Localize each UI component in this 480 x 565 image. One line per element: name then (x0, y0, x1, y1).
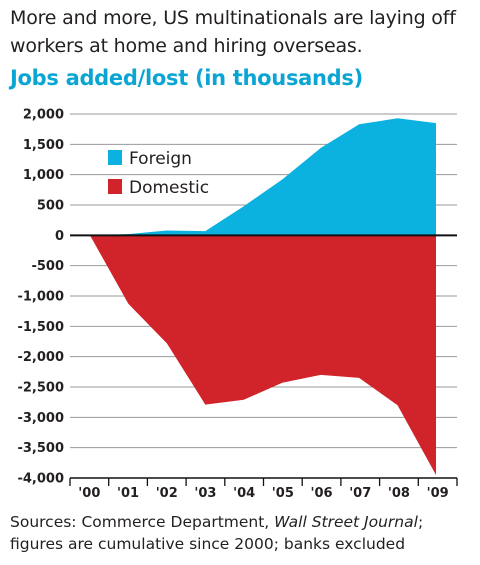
x-tick-label: '07 (349, 486, 371, 501)
foreign-legend-label: Foreign (129, 149, 192, 169)
y-tick-label: 2,000 (23, 108, 64, 123)
y-tick-label: 500 (37, 199, 64, 214)
y-tick-label: 1,000 (23, 168, 64, 183)
source-note: Sources: Commerce Department, Wall Stree… (10, 511, 472, 555)
y-tick-label: -3,000 (17, 411, 64, 426)
x-tick-label: '05 (272, 486, 294, 501)
y-tick-label: 0 (55, 229, 64, 244)
x-tick-label: '09 (427, 486, 449, 501)
y-tick-label: 1,500 (23, 138, 64, 153)
y-tick-label: -4,000 (17, 472, 64, 487)
chart-title: Jobs added/lost (in thousands) (10, 66, 363, 90)
x-tick-label: '02 (156, 486, 178, 501)
y-tick-label: -1,000 (17, 290, 64, 305)
y-tick-label: -500 (31, 259, 64, 274)
x-tick-label: '01 (117, 486, 139, 501)
x-tick-label: '08 (388, 486, 410, 501)
source-prefix: Sources: Commerce Department, (10, 513, 275, 531)
chart-intro: More and more, US multinationals are lay… (10, 7, 456, 57)
y-tick-label: -3,500 (17, 441, 64, 456)
domestic-legend-label: Domestic (129, 178, 209, 198)
x-tick-label: '06 (311, 486, 333, 501)
x-tick-label: '04 (233, 486, 255, 501)
domestic-area (90, 235, 436, 475)
foreign-area (90, 118, 436, 236)
y-tick-label: -1,500 (17, 320, 64, 335)
domestic-legend-swatch (108, 179, 122, 194)
data-areas (90, 118, 436, 475)
legend: Foreign Domestic (108, 149, 209, 198)
x-tick-label: '00 (78, 486, 100, 501)
foreign-legend-swatch (108, 150, 122, 165)
source-italic: Wall Street Journal (274, 513, 418, 531)
axes: 2,000 1,500 1,000 500 0 -500 -1,000 -1,500 -2,00… (17, 108, 458, 501)
y-tick-label: -2,500 (17, 381, 64, 396)
source-suffix: ; figures are cumulative since 2000; ban… (10, 513, 424, 553)
y-tick-label: -2,000 (17, 350, 64, 365)
x-tick-label: '03 (194, 486, 216, 501)
